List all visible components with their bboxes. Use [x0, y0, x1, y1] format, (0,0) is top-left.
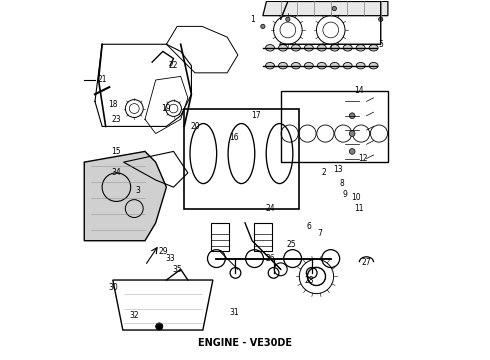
Circle shape: [349, 149, 355, 154]
Text: 15: 15: [112, 147, 121, 156]
Text: 10: 10: [351, 193, 361, 202]
Ellipse shape: [304, 45, 313, 51]
Text: 29: 29: [158, 247, 168, 256]
Ellipse shape: [343, 63, 352, 69]
Bar: [184, 109, 298, 208]
Text: 9: 9: [343, 190, 347, 199]
Text: 13: 13: [333, 165, 343, 174]
Circle shape: [261, 24, 265, 28]
Polygon shape: [263, 1, 388, 16]
Circle shape: [332, 6, 337, 11]
Text: 32: 32: [129, 311, 139, 320]
Text: 5: 5: [378, 40, 383, 49]
Bar: [211, 223, 229, 251]
Text: 28: 28: [305, 275, 314, 284]
Ellipse shape: [278, 63, 288, 69]
Text: 30: 30: [108, 283, 118, 292]
Text: 21: 21: [98, 76, 107, 85]
Text: 23: 23: [112, 115, 121, 124]
Text: 24: 24: [265, 204, 275, 213]
Circle shape: [156, 323, 163, 330]
Ellipse shape: [318, 63, 326, 69]
Text: 1: 1: [250, 15, 254, 24]
Circle shape: [286, 17, 290, 21]
Polygon shape: [84, 152, 167, 241]
Text: 16: 16: [229, 132, 239, 141]
Circle shape: [349, 131, 355, 136]
Text: 7: 7: [318, 229, 322, 238]
Text: 18: 18: [108, 100, 118, 109]
Text: ENGINE - VE30DE: ENGINE - VE30DE: [198, 338, 292, 348]
Text: 20: 20: [190, 122, 200, 131]
Ellipse shape: [318, 45, 326, 51]
Text: 14: 14: [354, 86, 364, 95]
Text: 25: 25: [287, 240, 296, 249]
Text: 12: 12: [358, 154, 368, 163]
Text: 33: 33: [165, 254, 175, 263]
Text: 31: 31: [229, 308, 239, 317]
Ellipse shape: [304, 63, 313, 69]
Ellipse shape: [292, 63, 300, 69]
Text: 26: 26: [265, 254, 275, 263]
Ellipse shape: [266, 63, 274, 69]
Bar: [281, 91, 388, 162]
Bar: [254, 223, 272, 251]
Text: 2: 2: [321, 168, 326, 177]
Ellipse shape: [369, 63, 378, 69]
Ellipse shape: [356, 45, 365, 51]
Ellipse shape: [292, 45, 300, 51]
Ellipse shape: [330, 45, 339, 51]
Text: 6: 6: [307, 222, 312, 231]
Circle shape: [379, 17, 383, 21]
Text: 34: 34: [112, 168, 122, 177]
Text: 35: 35: [172, 265, 182, 274]
Ellipse shape: [278, 45, 288, 51]
Text: 17: 17: [251, 111, 261, 120]
Ellipse shape: [343, 45, 352, 51]
Text: 8: 8: [339, 179, 344, 188]
Text: 11: 11: [355, 204, 364, 213]
Text: 22: 22: [169, 61, 178, 70]
Text: 27: 27: [362, 258, 371, 267]
Ellipse shape: [330, 63, 339, 69]
Text: 3: 3: [135, 186, 140, 195]
Ellipse shape: [356, 63, 365, 69]
Ellipse shape: [369, 45, 378, 51]
Circle shape: [349, 113, 355, 118]
Ellipse shape: [266, 45, 274, 51]
Text: 19: 19: [162, 104, 171, 113]
